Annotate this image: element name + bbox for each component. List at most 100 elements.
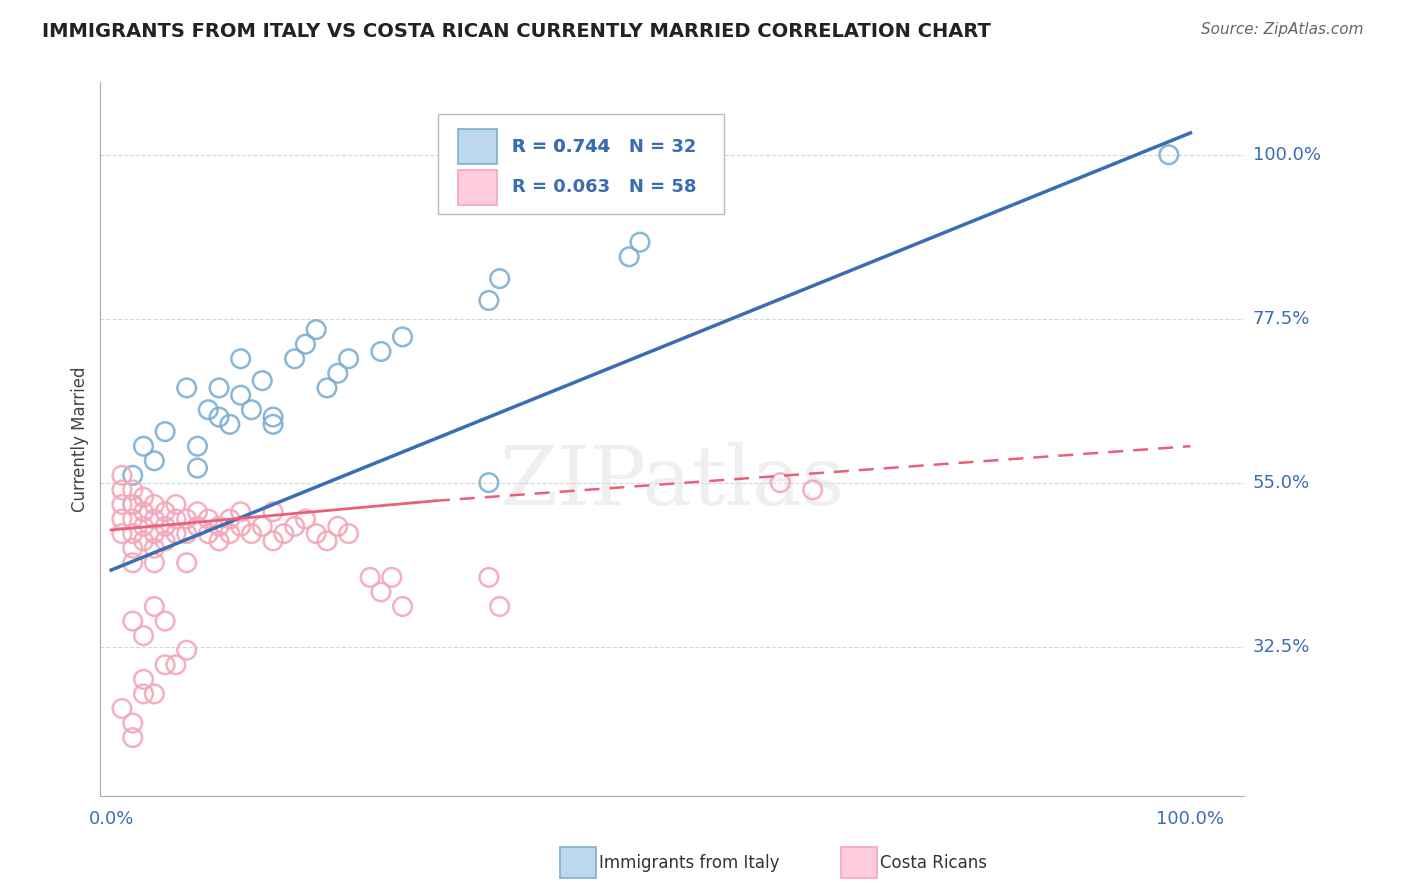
Point [240, 526, 263, 541]
Point [132, 439, 155, 453]
Point [132, 533, 155, 548]
Point [262, 417, 284, 432]
Point [121, 498, 143, 512]
Point [218, 512, 240, 526]
Point [121, 512, 143, 526]
Point [143, 498, 166, 512]
Y-axis label: Currently Married: Currently Married [72, 366, 89, 512]
Point [273, 526, 295, 541]
Point [218, 526, 240, 541]
Point [240, 402, 263, 417]
Point [229, 351, 252, 366]
Point [153, 657, 176, 672]
Point [619, 250, 641, 264]
Text: R = 0.063   N = 58: R = 0.063 N = 58 [512, 178, 697, 196]
Text: 100.0%: 100.0% [1156, 811, 1225, 829]
Point [143, 556, 166, 570]
Point [370, 585, 392, 599]
Point [305, 323, 328, 337]
Point [143, 599, 166, 614]
Point [153, 505, 176, 519]
Point [381, 570, 404, 584]
Point [326, 367, 349, 381]
Point [252, 519, 274, 533]
Point [153, 425, 176, 439]
Point [208, 519, 231, 533]
Text: IMMIGRANTS FROM ITALY VS COSTA RICAN CURRENTLY MARRIED CORRELATION CHART: IMMIGRANTS FROM ITALY VS COSTA RICAN CUR… [42, 22, 991, 41]
Point [121, 526, 143, 541]
Point [478, 475, 501, 490]
FancyBboxPatch shape [458, 129, 498, 164]
Point [208, 533, 231, 548]
Point [197, 402, 219, 417]
Point [143, 512, 166, 526]
Point [186, 461, 208, 475]
Point [176, 381, 198, 395]
Point [111, 512, 134, 526]
Point [488, 599, 510, 614]
Point [143, 687, 166, 701]
Text: 100.0%: 100.0% [1253, 145, 1320, 164]
Point [218, 417, 240, 432]
FancyBboxPatch shape [437, 114, 724, 214]
Point [1157, 147, 1180, 161]
Point [391, 330, 413, 344]
Point [337, 526, 360, 541]
Point [132, 673, 155, 687]
Point [111, 526, 134, 541]
Point [370, 344, 392, 359]
Point [478, 293, 501, 308]
Point [111, 701, 134, 715]
Text: 55.0%: 55.0% [1253, 474, 1310, 491]
Point [165, 526, 187, 541]
Point [143, 541, 166, 556]
Point [153, 533, 176, 548]
Text: 77.5%: 77.5% [1253, 310, 1310, 327]
Text: R = 0.744: R = 0.744 [512, 137, 623, 155]
Point [165, 498, 187, 512]
FancyBboxPatch shape [458, 169, 498, 204]
Point [111, 468, 134, 483]
Point [165, 512, 187, 526]
Point [316, 381, 339, 395]
Point [186, 439, 208, 453]
Text: Source: ZipAtlas.com: Source: ZipAtlas.com [1201, 22, 1364, 37]
Point [153, 519, 176, 533]
Point [262, 533, 284, 548]
Point [121, 716, 143, 731]
Text: 0.0%: 0.0% [89, 811, 134, 829]
Point [769, 475, 792, 490]
Point [186, 519, 208, 533]
Point [111, 483, 134, 497]
Point [801, 483, 824, 497]
Point [252, 374, 274, 388]
Point [132, 519, 155, 533]
Point [229, 388, 252, 402]
Point [488, 271, 510, 285]
Point [165, 657, 187, 672]
Point [121, 541, 143, 556]
Point [229, 505, 252, 519]
Text: Costa Ricans: Costa Ricans [880, 854, 987, 871]
Point [132, 629, 155, 643]
Point [153, 614, 176, 628]
Point [294, 337, 316, 351]
Point [143, 526, 166, 541]
Point [121, 556, 143, 570]
Point [121, 731, 143, 745]
Point [326, 519, 349, 533]
Point [359, 570, 381, 584]
Point [111, 498, 134, 512]
Point [229, 519, 252, 533]
Point [628, 235, 651, 250]
Point [132, 687, 155, 701]
Text: ZIPatlas: ZIPatlas [499, 442, 845, 522]
Point [284, 519, 307, 533]
Point [262, 505, 284, 519]
Point [176, 512, 198, 526]
Point [478, 570, 501, 584]
Point [176, 643, 198, 657]
Point [121, 483, 143, 497]
Point [121, 498, 143, 512]
Point [186, 505, 208, 519]
